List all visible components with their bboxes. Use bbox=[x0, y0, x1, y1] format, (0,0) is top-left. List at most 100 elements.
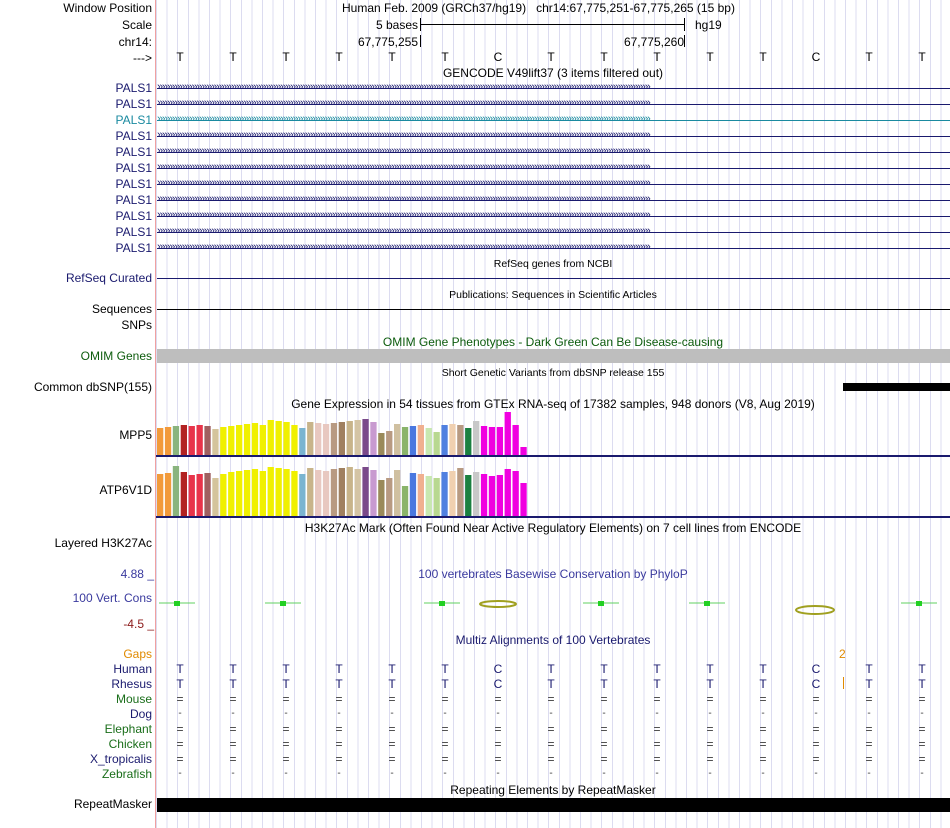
repeatmasker-feature-bar[interactable] bbox=[157, 798, 950, 812]
gencode-transcript-label[interactable]: PALS1 bbox=[115, 145, 152, 159]
gencode-transcript-label[interactable]: PALS1 bbox=[115, 129, 152, 143]
multiz-species-label[interactable]: X_tropicalis bbox=[89, 752, 152, 766]
gtex-tissue-bar[interactable] bbox=[394, 424, 401, 455]
gtex-tissue-bar[interactable] bbox=[243, 424, 251, 455]
gtex-tissue-bar[interactable] bbox=[299, 474, 306, 516]
gencode-transcript-line[interactable] bbox=[157, 184, 950, 185]
phylop-score-point[interactable] bbox=[598, 601, 604, 606]
gtex-tissue-bar[interactable] bbox=[496, 475, 503, 516]
phylop-score-point[interactable] bbox=[916, 601, 922, 606]
gtex-tissue-bar[interactable] bbox=[322, 471, 330, 516]
repeatmasker-label[interactable]: RepeatMasker bbox=[73, 797, 152, 811]
gtex-tissue-bar[interactable] bbox=[417, 425, 424, 455]
gtex-tissue-bar[interactable] bbox=[394, 470, 401, 516]
window-coords[interactable]: chr14:67,775,251-67,775,265 (15 bp) bbox=[536, 1, 735, 15]
multiz-species-label[interactable]: Dog bbox=[129, 707, 152, 721]
phylop-score-point[interactable] bbox=[174, 601, 180, 606]
gtex-tissue-bar[interactable] bbox=[378, 480, 385, 516]
multiz-species-label[interactable]: Zebrafish bbox=[101, 767, 152, 781]
gtex-tissue-bar[interactable] bbox=[370, 470, 377, 516]
multiz-species-label[interactable]: Mouse bbox=[115, 692, 152, 706]
gtex-tissue-bar[interactable] bbox=[346, 467, 353, 516]
gtex-tissue-bar[interactable] bbox=[449, 424, 456, 455]
gtex-tissue-bar[interactable] bbox=[520, 483, 527, 516]
multiz-species-label[interactable]: Elephant bbox=[104, 722, 152, 736]
gtex-tissue-bar[interactable] bbox=[299, 428, 306, 455]
refseq-feature-line[interactable] bbox=[157, 278, 950, 279]
pubs-feature-line[interactable] bbox=[157, 309, 950, 310]
gtex-tissue-bar[interactable] bbox=[362, 419, 369, 455]
gtex-tissue-bar[interactable] bbox=[259, 471, 266, 516]
phylop-label[interactable]: 100 Vert. Cons bbox=[72, 591, 152, 605]
gtex-tissue-bar[interactable] bbox=[188, 426, 195, 455]
gtex-tissue-bar[interactable] bbox=[457, 425, 464, 455]
gtex-tissue-bar[interactable] bbox=[180, 425, 187, 455]
gtex-tissue-bar[interactable] bbox=[504, 412, 511, 455]
gencode-transcript-label[interactable]: PALS1 bbox=[115, 241, 152, 255]
multiz-species-label[interactable]: Chicken bbox=[108, 737, 152, 751]
gencode-transcript-line[interactable] bbox=[157, 168, 950, 169]
gencode-transcript-line[interactable] bbox=[157, 136, 950, 137]
gtex-tissue-bar[interactable] bbox=[172, 426, 180, 455]
gtex-tissue-bar[interactable] bbox=[283, 422, 290, 455]
gtex-tissue-bar[interactable] bbox=[354, 469, 361, 516]
gtex-bar-chart[interactable] bbox=[156, 410, 950, 520]
gtex-tissue-bar[interactable] bbox=[409, 426, 417, 455]
gtex-tissue-bar[interactable] bbox=[243, 470, 251, 516]
gtex-tissue-bar[interactable] bbox=[370, 422, 377, 455]
gtex-tissue-bar[interactable] bbox=[433, 478, 440, 516]
gtex-tissue-bar[interactable] bbox=[488, 427, 496, 455]
gtex-tissue-bar[interactable] bbox=[180, 472, 187, 516]
gtex-tissue-bar[interactable] bbox=[473, 472, 480, 516]
gtex-tissue-bar[interactable] bbox=[425, 428, 432, 455]
repeatmasker-track-title[interactable]: Repeating Elements by RepeatMasker bbox=[450, 783, 656, 797]
omim-track-title[interactable]: OMIM Gene Phenotypes - Dark Green Can Be… bbox=[382, 335, 724, 349]
gtex-tissue-bar[interactable] bbox=[315, 470, 322, 516]
gtex-tissue-bar[interactable] bbox=[338, 422, 345, 455]
gtex-tissue-bar[interactable] bbox=[480, 474, 488, 516]
gtex-tissue-bar[interactable] bbox=[441, 472, 448, 516]
gtex-tissue-bar[interactable] bbox=[401, 486, 409, 516]
phylop-score-range[interactable] bbox=[479, 600, 517, 608]
gtex-tissue-bar[interactable] bbox=[465, 428, 472, 455]
dbsnp-variant-bar[interactable] bbox=[843, 383, 950, 391]
gtex-tissue-bar[interactable] bbox=[315, 423, 322, 455]
dbsnp-label[interactable]: Common dbSNP(155) bbox=[33, 380, 152, 394]
gtex-tissue-bar[interactable] bbox=[220, 474, 227, 516]
phylop-score-point[interactable] bbox=[704, 601, 710, 606]
gencode-transcript-label[interactable]: PALS1 bbox=[115, 161, 152, 175]
gtex-tissue-bar[interactable] bbox=[228, 426, 235, 455]
gtex-tissue-bar[interactable] bbox=[307, 468, 314, 516]
h3k27ac-track-title[interactable]: H3K27Ac Mark (Often Found Near Active Re… bbox=[304, 521, 802, 535]
gtex-tissue-bar[interactable] bbox=[267, 420, 274, 455]
gencode-transcript-label[interactable]: PALS1 bbox=[115, 81, 152, 95]
gtex-tissue-bar[interactable] bbox=[512, 471, 519, 516]
gtex-tissue-bar[interactable] bbox=[401, 427, 409, 455]
gtex-tissue-bar[interactable] bbox=[164, 473, 172, 516]
gtex-tissue-bar[interactable] bbox=[291, 471, 298, 516]
gencode-transcript-label[interactable]: PALS1 bbox=[115, 177, 152, 191]
gtex-tissue-bar[interactable] bbox=[346, 421, 353, 455]
phylop-track-title[interactable]: 100 vertebrates Basewise Conservation by… bbox=[418, 567, 688, 581]
gencode-transcript-line[interactable] bbox=[157, 248, 950, 249]
phylop-score-point[interactable] bbox=[439, 601, 445, 606]
gtex-tissue-bar[interactable] bbox=[520, 447, 527, 455]
pubs-label[interactable]: Sequences bbox=[91, 302, 152, 316]
refseq-label[interactable]: RefSeq Curated bbox=[65, 271, 152, 285]
gtex-tissue-bar[interactable] bbox=[496, 427, 503, 455]
gtex-tissue-bar[interactable] bbox=[378, 433, 385, 455]
gtex-tissue-bar[interactable] bbox=[212, 478, 219, 516]
gencode-transcript-line[interactable] bbox=[157, 104, 950, 105]
gtex-tissue-bar[interactable] bbox=[251, 423, 259, 455]
gencode-transcript-label[interactable]: PALS1 bbox=[115, 193, 152, 207]
gtex-tissue-bar[interactable] bbox=[188, 475, 195, 516]
gencode-transcript-line[interactable] bbox=[157, 216, 950, 217]
gtex-tissue-bar[interactable] bbox=[283, 469, 290, 516]
gtex-tissue-bar[interactable] bbox=[433, 432, 440, 455]
gtex-gene-label-atp6v1d[interactable]: ATP6V1D bbox=[99, 483, 152, 497]
gtex-tissue-bar[interactable] bbox=[291, 425, 298, 455]
gtex-tissue-bar[interactable] bbox=[236, 471, 243, 516]
gencode-transcript-label[interactable]: PALS1 bbox=[115, 97, 152, 111]
gtex-tissue-bar[interactable] bbox=[157, 474, 164, 516]
gtex-tissue-bar[interactable] bbox=[512, 425, 519, 455]
